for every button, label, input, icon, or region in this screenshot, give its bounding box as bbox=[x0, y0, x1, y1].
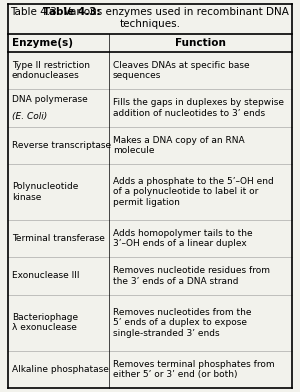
Text: Exonuclease III: Exonuclease III bbox=[12, 272, 80, 281]
Text: Alkaline phosphatase: Alkaline phosphatase bbox=[12, 365, 109, 374]
Text: Reverse transcriptase: Reverse transcriptase bbox=[12, 141, 111, 150]
Text: Table 4.3:: Table 4.3: bbox=[43, 7, 101, 17]
Text: Type II restriction
endonucleases: Type II restriction endonucleases bbox=[12, 61, 90, 80]
Text: Table 4.3: Various enzymes used in recombinant DNA: Table 4.3: Various enzymes used in recom… bbox=[11, 7, 290, 17]
Text: Removes nucleotides from the
5’ ends of a duplex to expose
single-stranded 3’ en: Removes nucleotides from the 5’ ends of … bbox=[113, 308, 251, 338]
Text: techniques.: techniques. bbox=[119, 19, 181, 29]
Text: DNA polymerase: DNA polymerase bbox=[12, 95, 88, 104]
Text: Fills the gaps in duplexes by stepwise
addition of nucleotides to 3’ ends: Fills the gaps in duplexes by stepwise a… bbox=[113, 98, 284, 118]
Text: Terminal transferase: Terminal transferase bbox=[12, 234, 105, 243]
Text: Polynucleotide
kinase: Polynucleotide kinase bbox=[12, 182, 78, 202]
Text: Removes nucleotide residues from
the 3’ ends of a DNA strand: Removes nucleotide residues from the 3’ … bbox=[113, 266, 270, 286]
Text: Adds a phosphate to the 5’–OH end
of a polynucleotide to label it or
permit liga: Adds a phosphate to the 5’–OH end of a p… bbox=[113, 177, 274, 207]
Text: Bacteriophage
λ exonuclease: Bacteriophage λ exonuclease bbox=[12, 313, 78, 332]
Text: Enzyme(s): Enzyme(s) bbox=[12, 38, 73, 48]
Text: Adds homopolymer tails to the
3’–OH ends of a linear duplex: Adds homopolymer tails to the 3’–OH ends… bbox=[113, 229, 252, 249]
Text: Cleaves DNAs at specific base
sequences: Cleaves DNAs at specific base sequences bbox=[113, 61, 249, 80]
Text: (E. Coli): (E. Coli) bbox=[12, 112, 47, 121]
Text: Function: Function bbox=[175, 38, 226, 48]
Text: Makes a DNA copy of an RNA
molecule: Makes a DNA copy of an RNA molecule bbox=[113, 136, 244, 155]
Text: Removes terminal phosphates from
either 5’ or 3’ end (or both): Removes terminal phosphates from either … bbox=[113, 359, 274, 379]
